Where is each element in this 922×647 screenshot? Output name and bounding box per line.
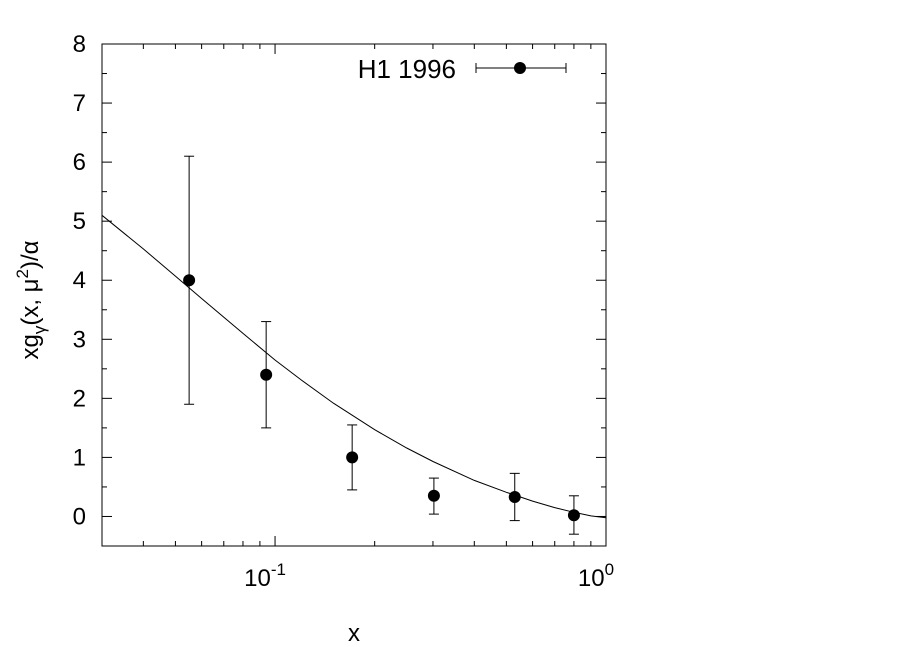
data-marker [567, 509, 580, 522]
legend-marker [514, 62, 526, 74]
model-curve-line [101, 214, 607, 519]
data-point [183, 155, 196, 405]
y-tick-label: 1 [73, 444, 86, 471]
y-tick-label: 4 [73, 267, 86, 294]
y-tick-label: 6 [73, 149, 86, 176]
data-marker [260, 368, 273, 381]
data-point [260, 321, 273, 429]
y-tick-label: 7 [73, 90, 86, 117]
data-point [427, 477, 440, 515]
plot-frame [101, 43, 607, 547]
data-marker [508, 490, 521, 503]
data-marker [183, 274, 196, 287]
y-axis-tick-labels: 0 1 2 3 4 5 6 7 8 [73, 31, 86, 530]
legend-label: H1 1996 [358, 54, 456, 84]
y-tick-label: 2 [73, 385, 86, 412]
x-tick-label: 10-1 [244, 560, 286, 592]
x-axis-tick-labels: 10-1 100 [244, 560, 614, 592]
y-tick-label: 8 [73, 31, 86, 58]
data-point [567, 495, 580, 535]
data-point [508, 472, 521, 522]
y-tick-label: 5 [73, 208, 86, 235]
data-point [346, 424, 359, 491]
x-tick-label: 100 [578, 560, 614, 592]
y-axis-label: xgγ(x, μ2)/α [13, 240, 49, 359]
legend: H1 1996 [358, 54, 567, 84]
x-axis-label: x [348, 620, 360, 647]
data-marker [427, 489, 440, 502]
data-marker [346, 451, 359, 464]
axis-ticks [101, 43, 607, 547]
y-tick-label: 3 [73, 326, 86, 353]
y-tick-label: 0 [73, 503, 86, 530]
data-points [183, 155, 580, 535]
